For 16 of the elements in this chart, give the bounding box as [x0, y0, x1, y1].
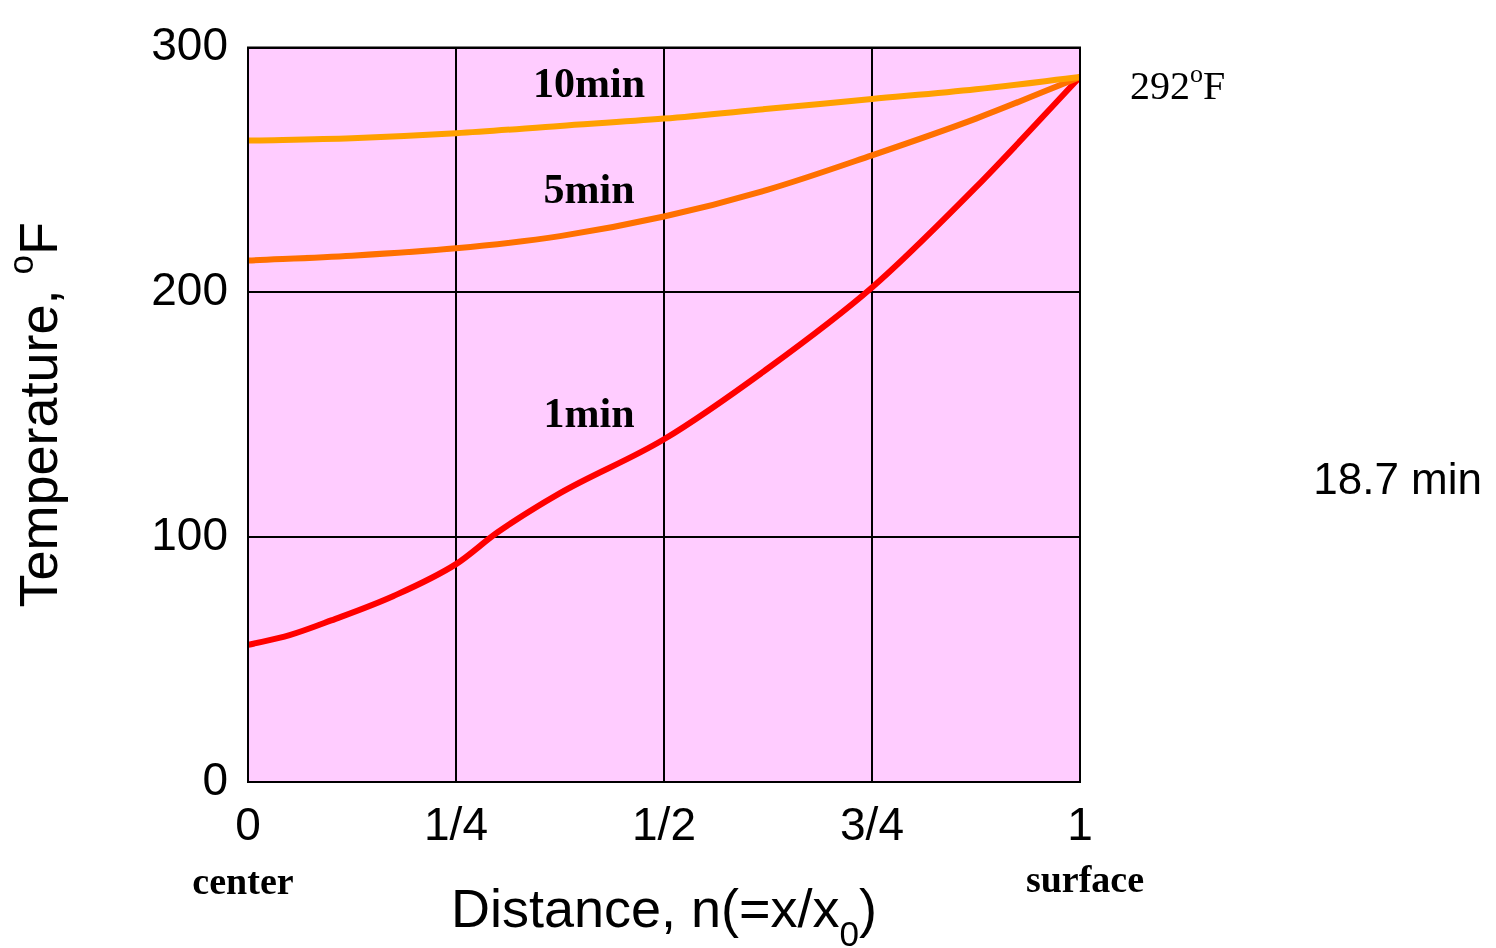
- x-tick-label: 0: [235, 798, 261, 851]
- x-tick-label: 1: [1067, 798, 1093, 851]
- text: center: [192, 859, 294, 902]
- y-tick-label: 0: [202, 752, 228, 805]
- y-tick-label: 300: [151, 18, 228, 71]
- x-tick-label: 1/4: [424, 798, 488, 851]
- series-label: 5min: [543, 166, 635, 213]
- text: 18.7 min: [1313, 454, 1483, 504]
- series-label: 10min: [533, 59, 646, 106]
- x-tick-label: 1/2: [632, 798, 696, 851]
- y-axis-title: Temperature, oF: [0, 221, 68, 608]
- text: surface: [1025, 857, 1145, 900]
- x-tick-label: 3/4: [840, 798, 904, 851]
- series-label: 1min: [543, 389, 635, 436]
- y-tick-label: 200: [151, 263, 228, 316]
- y-tick-label: 100: [151, 507, 228, 560]
